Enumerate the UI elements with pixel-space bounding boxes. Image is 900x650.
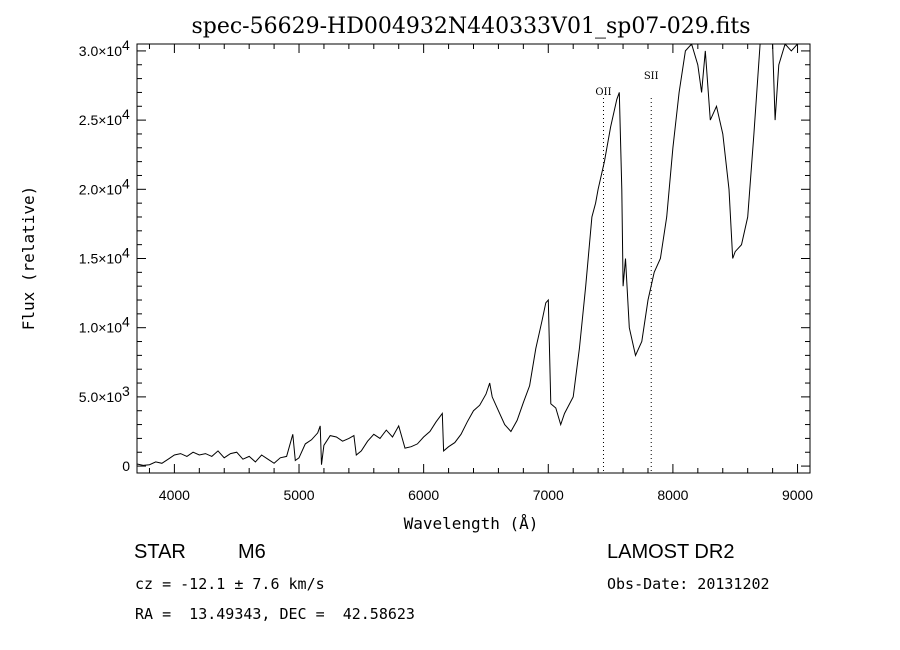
x-tick-label: 8000 (657, 487, 688, 503)
y-tick-exponent: 4 (122, 314, 130, 330)
y-tick-label: 2.5×10 (79, 112, 122, 128)
x-axis: 4000 5000 6000 7000 8000 9000 (148, 44, 813, 503)
subclass: M6 (238, 541, 266, 563)
obs-date: Obs-Date: 20131202 (607, 575, 770, 593)
y-tick-label: 1.5×10 (79, 251, 122, 267)
y-axis-label: Flux (relative) (19, 186, 38, 331)
x-tick-label: 6000 (408, 487, 439, 503)
spectrum-chart: spec-56629-HD004932N440333V01_sp07-029.f… (19, 14, 813, 533)
annotation-label: SII (644, 71, 659, 82)
line-annotations: OII SII (595, 71, 659, 473)
ra-dec: RA = 13.49343, DEC = 42.58623 (135, 605, 415, 623)
y-tick-label: 2.0×10 (79, 181, 122, 197)
y-tick-label: 3.0×10 (79, 43, 122, 59)
x-tick-label: 7000 (533, 487, 564, 503)
y-axis: 05.0×10 31.0×10 41.5×10 42.0×10 42.5×10 43.0×… (79, 37, 810, 474)
x-tick-label: 4000 (159, 487, 190, 503)
annotation-label: OII (595, 87, 611, 98)
object-type: STAR (134, 541, 186, 563)
x-tick-label: 9000 (782, 487, 813, 503)
y-tick-exponent: 4 (122, 37, 130, 53)
y-tick-exponent: 3 (122, 383, 130, 399)
y-tick-label: 5.0×10 (79, 389, 122, 405)
y-tick-exponent: 4 (122, 106, 130, 122)
y-tick-exponent: 4 (122, 245, 130, 261)
y-tick-label: 0 (122, 458, 130, 474)
series-line (137, 44, 798, 466)
redshift-cz: cz = -12.1 ± 7.6 km/s (135, 575, 325, 593)
x-tick-label: 5000 (283, 487, 314, 503)
chart-title: spec-56629-HD004932N440333V01_sp07-029.f… (191, 14, 750, 39)
y-tick-exponent: 4 (122, 175, 130, 191)
x-axis-label: Wavelength (Å) (404, 514, 539, 533)
y-tick-label: 1.0×10 (79, 320, 122, 336)
survey-release: LAMOST DR2 (607, 541, 735, 563)
series-group (137, 44, 798, 466)
